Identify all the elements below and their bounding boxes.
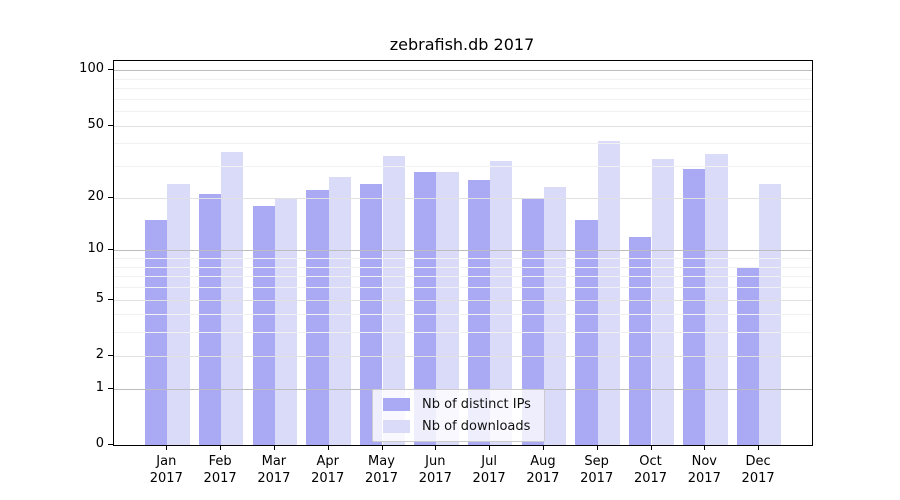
y-tick-label: 2: [95, 346, 104, 362]
x-tick-mark: [758, 445, 760, 450]
y-tick-label: 10: [87, 241, 104, 257]
chart-title: zebrafish.db 2017: [389, 35, 535, 54]
x-tick-mark: [273, 445, 275, 450]
y-tick-mark: [108, 249, 113, 251]
x-tick-mark: [435, 445, 437, 450]
x-tick-mark: [596, 445, 598, 450]
minor-gridline: [114, 143, 812, 145]
legend-label: Nb of downloads: [422, 419, 531, 434]
plot-area: [113, 60, 813, 446]
y-tick-label: 0: [95, 436, 104, 451]
x-tick-label-mar: Mar 2017: [257, 454, 291, 486]
bar-dec-downloads: [759, 183, 782, 445]
x-tick-mark: [542, 445, 544, 450]
bar-jul-distinct-ips: [467, 180, 491, 445]
x-tick-label-sep: Sep 2017: [580, 454, 614, 486]
x-tick-mark: [489, 445, 491, 450]
y-tick-label: 1: [95, 379, 104, 395]
minor-gridline: [114, 258, 812, 259]
bar-nov-distinct-ips: [683, 168, 706, 445]
minor-gridline: [114, 332, 812, 334]
bar-jan-downloads: [167, 183, 190, 445]
major-gridline: [114, 197, 812, 199]
y-tick-mark: [108, 444, 113, 445]
major-gridline: [114, 355, 812, 357]
y-tick-label: 5: [95, 290, 104, 306]
y-tick-mark: [108, 387, 113, 389]
bar-apr-distinct-ips: [306, 190, 329, 445]
legend-swatch-downloads: [383, 420, 410, 433]
x-tick-label-apr: Apr 2017: [311, 454, 345, 486]
bar-oct-downloads: [651, 158, 674, 445]
legend-label: Nb of distinct IPs: [422, 397, 531, 412]
bar-mar-distinct-ips: [252, 205, 275, 445]
bar-sep-downloads: [597, 141, 620, 445]
x-tick-label-feb: Feb 2017: [203, 454, 237, 486]
gridlines-layer: [114, 61, 812, 445]
bar-dec-distinct-ips: [736, 266, 760, 445]
y-tick-mark: [108, 124, 113, 126]
major-gridline: [114, 299, 812, 301]
legend: Nb of distinct IPs Nb of downloads: [372, 389, 545, 442]
bar-mar-downloads: [274, 197, 298, 445]
y-tick-label: 50: [87, 116, 104, 132]
x-tick-mark: [381, 445, 383, 450]
x-tick-label-may: May 2017: [364, 454, 399, 486]
bar-jul-downloads: [490, 161, 513, 445]
x-tick-mark: [704, 445, 706, 450]
bar-jun-distinct-ips: [414, 171, 437, 445]
x-tick-mark: [327, 445, 329, 450]
minor-gridline: [114, 98, 812, 100]
legend-item: Nb of distinct IPs: [383, 396, 531, 413]
minor-gridline: [114, 314, 812, 316]
y-tick-mark: [108, 298, 113, 300]
minor-gridline: [114, 166, 812, 168]
x-tick-label-jul: Jul 2017: [472, 454, 506, 486]
legend-swatch-distinct-ips: [383, 398, 410, 411]
y-tick-label: 100: [79, 61, 104, 77]
bar-feb-downloads: [221, 151, 244, 445]
minor-gridline: [114, 286, 812, 288]
bar-may-distinct-ips: [360, 183, 383, 445]
major-gridline: [114, 70, 812, 72]
x-tick-label-nov: Nov 2017: [687, 454, 721, 486]
x-tick-mark: [166, 445, 168, 450]
y-tick-mark: [108, 354, 113, 356]
bar-nov-downloads: [705, 153, 728, 445]
bar-apr-downloads: [328, 177, 351, 445]
bar-may-downloads: [382, 156, 405, 445]
y-tick-label: 20: [87, 188, 104, 204]
x-tick-label-aug: Aug 2017: [526, 454, 560, 486]
x-tick-label-oct: Oct 2017: [633, 454, 668, 486]
major-gridline: [114, 125, 812, 127]
bar-aug-distinct-ips: [521, 197, 544, 445]
x-tick-mark: [650, 445, 652, 450]
minor-gridline: [114, 266, 812, 268]
x-tick-label-jun: Jun 2017: [418, 454, 452, 486]
major-gridline: [114, 250, 812, 252]
y-tick-mark: [108, 69, 113, 71]
x-tick-mark: [220, 445, 222, 450]
legend-item: Nb of downloads: [383, 418, 531, 435]
minor-gridline: [114, 88, 812, 89]
minor-gridline: [114, 276, 812, 278]
bar-jun-downloads: [436, 171, 459, 445]
y-tick-mark: [108, 196, 113, 198]
x-tick-label-jan: Jan 2017: [149, 454, 183, 486]
minor-gridline: [114, 78, 812, 80]
bar-aug-downloads: [543, 186, 567, 445]
bar-feb-distinct-ips: [198, 193, 222, 445]
bar-oct-distinct-ips: [629, 236, 652, 445]
minor-gridline: [114, 111, 812, 113]
x-tick-label-dec: Dec 2017: [741, 454, 775, 486]
